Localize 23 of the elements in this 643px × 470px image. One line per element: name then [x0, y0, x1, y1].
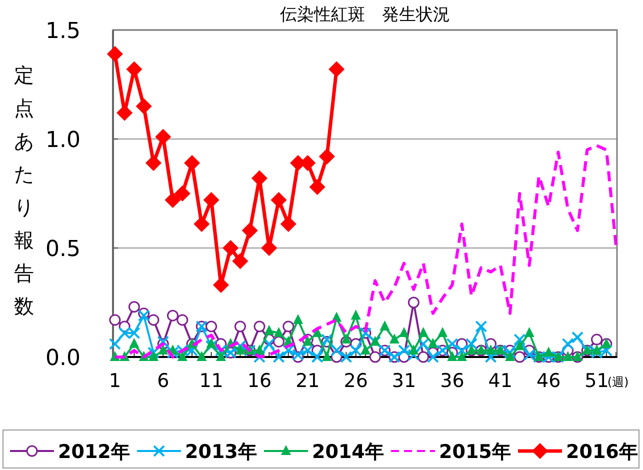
- legend-label: 2015年: [439, 441, 511, 463]
- xtick: 16: [247, 370, 272, 392]
- xtick: 11: [199, 370, 224, 392]
- ytick: 1.0: [46, 128, 80, 153]
- xtick: 1: [108, 370, 121, 392]
- legend-label: 2014年: [312, 441, 384, 463]
- xtick: 26: [344, 370, 368, 392]
- xlabel: (週): [607, 375, 629, 389]
- xtick: 41: [488, 370, 512, 392]
- title: 伝染性紅斑 発生状況: [280, 5, 450, 25]
- xtick: 31: [392, 370, 416, 392]
- ytick: 0.5: [46, 237, 80, 262]
- ylabel: 定点あたり報告数: [14, 63, 34, 318]
- xtick: 6: [157, 370, 170, 392]
- xtick: 46: [536, 370, 561, 392]
- xtick: 36: [440, 370, 464, 392]
- legend-label: 2013年: [185, 441, 257, 463]
- ytick: 0.0: [46, 346, 80, 371]
- legend-label: 2012年: [58, 441, 130, 463]
- legend-label: 2016年: [566, 441, 638, 463]
- xtick: 21: [296, 370, 320, 392]
- ytick: 1.5: [46, 19, 80, 44]
- xtick: 51: [584, 370, 609, 392]
